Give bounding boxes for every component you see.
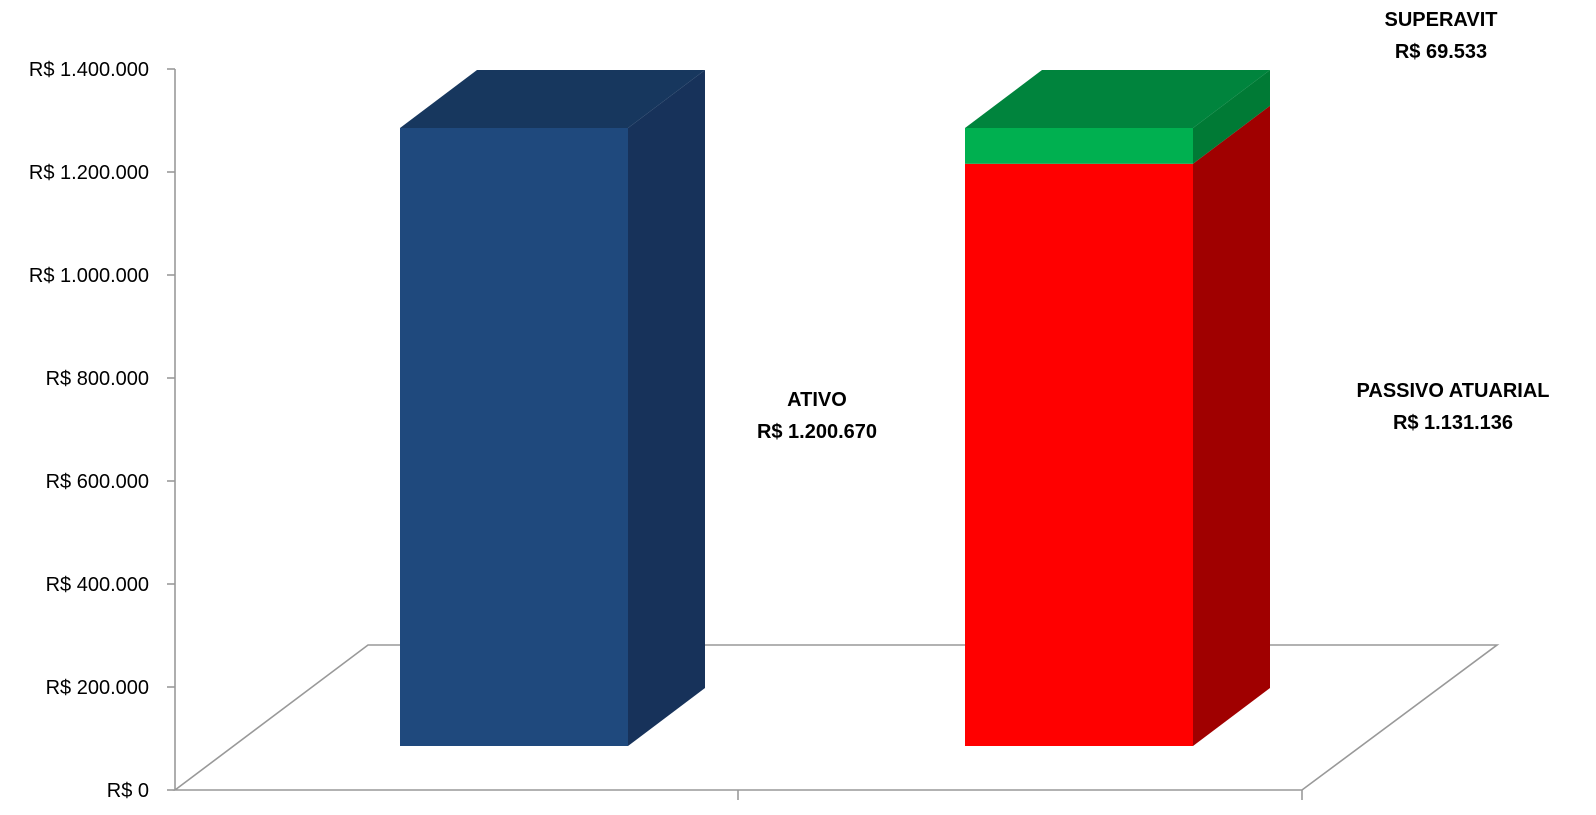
y-tick-label: R$ 1.400.000 (29, 59, 149, 81)
data-label: ATIVO (787, 389, 847, 411)
y-tick-label: R$ 400.000 (46, 574, 149, 596)
bar-segment-side (1193, 105, 1270, 746)
y-tick-label: R$ 0 (107, 780, 149, 802)
data-label: R$ 1.200.670 (757, 421, 877, 443)
bar-top-face (965, 70, 1270, 129)
bar-segment-side (628, 70, 705, 746)
bar-segment-front (965, 163, 1193, 746)
y-tick-label: R$ 1.200.000 (29, 162, 149, 184)
y-tick-label: R$ 800.000 (46, 368, 149, 390)
y-tick-label: R$ 600.000 (46, 471, 149, 493)
y-tick-label: R$ 1.000.000 (29, 265, 149, 287)
bar-segment-front (965, 128, 1193, 164)
bar-segment-side (1193, 70, 1270, 164)
chart-floor (172, 644, 1500, 791)
data-label: R$ 69.533 (1395, 41, 1487, 63)
data-label: SUPERAVIT (1385, 9, 1498, 31)
y-tick-label: R$ 200.000 (46, 677, 149, 699)
data-label: PASSIVO ATUARIAL (1357, 380, 1550, 402)
data-label: R$ 1.131.136 (1393, 412, 1513, 434)
bar-segment-front (400, 128, 628, 746)
bar-top-face (400, 70, 705, 128)
